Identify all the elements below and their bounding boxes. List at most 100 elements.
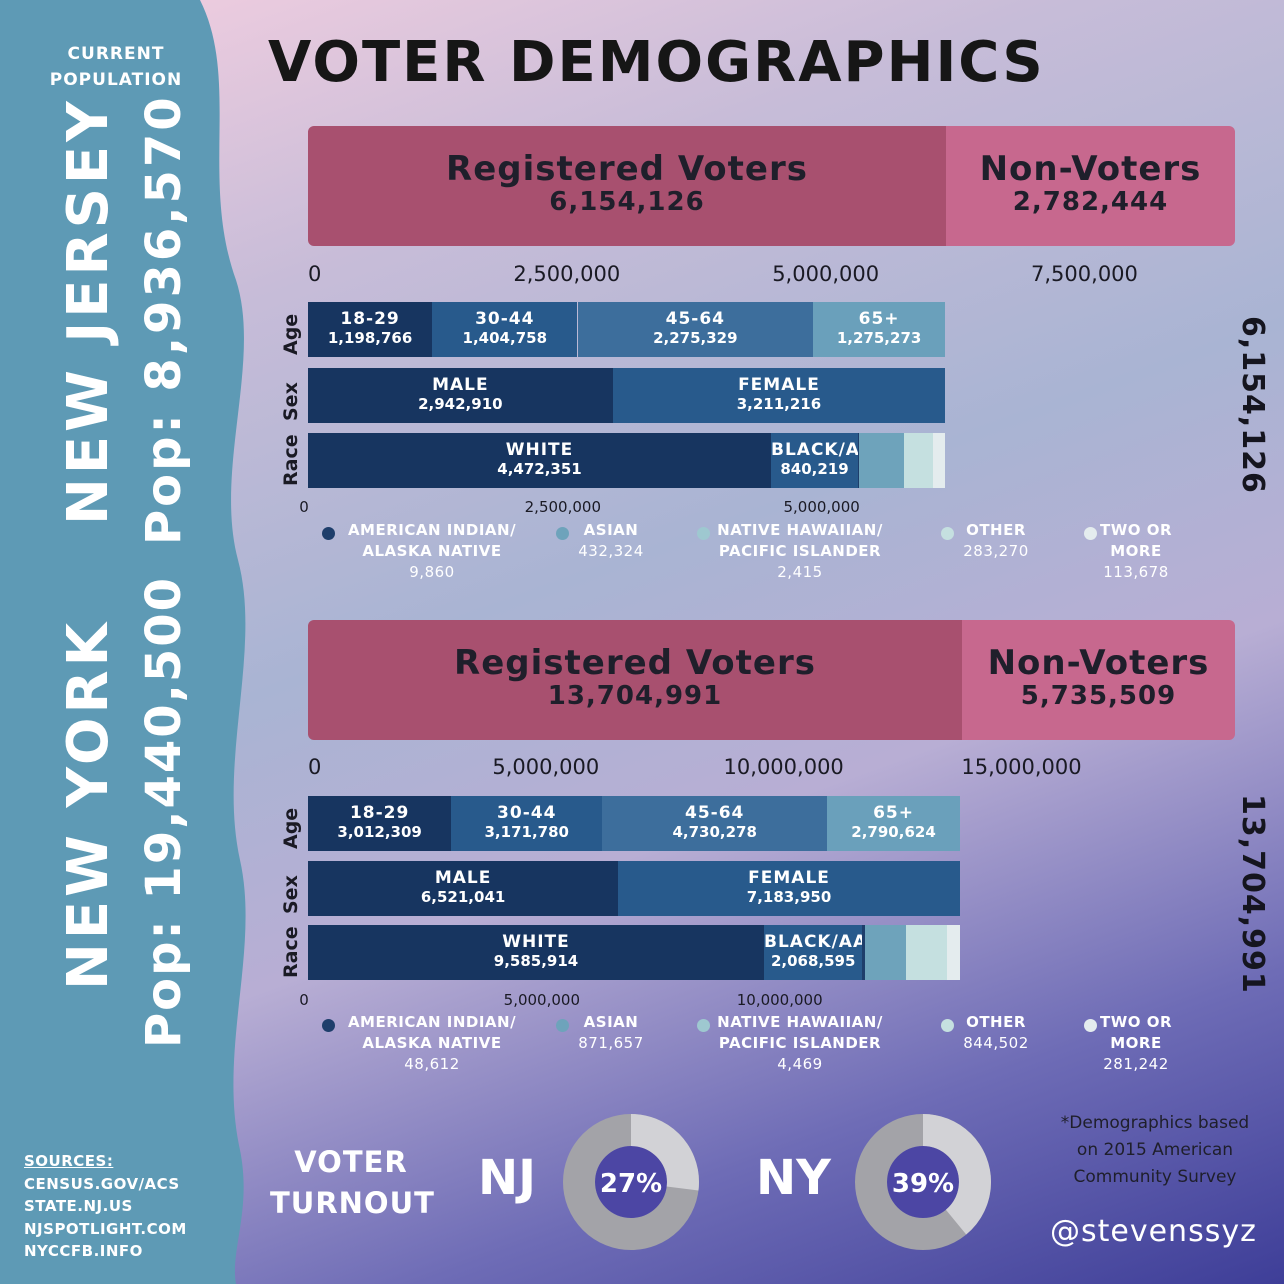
legend-label-line1: TWO OR — [1099, 521, 1173, 539]
age-segment-value: 1,404,758 — [462, 328, 548, 347]
legend-item: NATIVE HAWAIIAN/PACIFIC ISLANDER 2,415 — [700, 520, 900, 583]
turnout-donuts: 27% 39% — [563, 1114, 991, 1250]
donut-percent-label: 27% — [600, 1169, 662, 1199]
age-segment-value: 1,275,273 — [836, 328, 922, 347]
axis-tick-label: 5,000,000 — [503, 991, 580, 1009]
sex-segment-label: MALE — [434, 868, 492, 888]
source-item: NJSPOTLIGHT.COM — [24, 1219, 187, 1238]
turnout-title-line2: TURNOUT — [270, 1185, 435, 1220]
age-segment: 18-29 3,012,309 — [308, 796, 452, 851]
race-segment-value: 4,472,351 — [497, 459, 582, 478]
sidebar-header-line1: CURRENT — [67, 44, 165, 64]
axis-tick-label: 5,000,000 — [492, 755, 600, 779]
sources-label: SOURCES: — [24, 1152, 114, 1170]
non-voters-box: Non-Voters 5,735,509 — [962, 620, 1235, 740]
ny-population: Pop: 19,440,500 — [136, 575, 192, 1048]
legend-item: TWO OR MORE 281,242 — [1036, 1012, 1236, 1075]
race-segment — [933, 433, 946, 488]
age-segment: 65+ 1,275,273 — [813, 302, 946, 357]
sidebar-header-line2: POPULATION — [49, 69, 183, 90]
race-segment: WHITE 4,472,351 — [308, 433, 771, 488]
legend-label-line2: ALASKA NATIVE — [362, 542, 502, 560]
age-segment: 30-44 1,404,758 — [432, 302, 578, 357]
age-segment-label: 45-64 — [665, 309, 725, 329]
footnote: *Demographics based on 2015 American Com… — [1040, 1110, 1270, 1191]
non-voters-count: 2,782,444 — [1012, 187, 1169, 218]
age-segment: 18-29 1,198,766 — [308, 302, 433, 357]
legend-item: ASIAN 432,324 — [511, 520, 711, 562]
legend-label-line1: AMERICAN INDIAN/ — [347, 521, 517, 539]
legend-dot — [556, 527, 569, 540]
legend-label-line1: AMERICAN INDIAN/ — [347, 1013, 517, 1031]
row-label: Race — [280, 434, 302, 486]
donut-percent-label: 39% — [892, 1169, 954, 1199]
source-item: CENSUS.GOV/ACS — [24, 1174, 180, 1193]
axis-tick-label: 7,500,000 — [1031, 262, 1138, 286]
row-label: Age — [280, 313, 302, 355]
axis-tick-label: 5,000,000 — [783, 498, 860, 516]
age-segment-label: 18-29 — [340, 309, 400, 329]
age-segment-label: 65+ — [873, 803, 914, 823]
axis-tick-label: 2,500,000 — [524, 498, 601, 516]
axis-tick-label: 0 — [299, 991, 309, 1009]
age-segment-value: 3,012,309 — [337, 822, 422, 841]
age-segment: 30-44 3,171,780 — [451, 796, 603, 851]
legend-label-line1: ASIAN — [583, 521, 639, 539]
age-segment-label: 30-44 — [475, 309, 535, 329]
legend-item: OTHER 844,502 — [896, 1012, 1096, 1054]
axis-tick-label: 15,000,000 — [961, 755, 1082, 779]
age-segment-value: 3,171,780 — [484, 822, 569, 841]
race-segment-value: 9,585,914 — [493, 951, 579, 970]
race-segment — [858, 433, 859, 488]
legend-dot — [941, 1019, 954, 1032]
ny-turnout-label: NY — [756, 1150, 831, 1206]
sex-segment-label: FEMALE — [738, 375, 820, 395]
sex-segment-value: 7,183,950 — [746, 887, 832, 906]
axis-tick-label: 10,000,000 — [736, 991, 823, 1009]
legend-value: 281,242 — [1103, 1055, 1169, 1073]
legend-dot — [556, 1019, 569, 1032]
donut-turnout-slice — [563, 1114, 699, 1250]
legend-dot — [322, 527, 335, 540]
legend-dot — [697, 1019, 710, 1032]
legend-item: AMERICAN INDIAN/ALASKA NATIVE 9,860 — [332, 520, 532, 583]
legend-dot — [697, 527, 710, 540]
sex-segment-value: 6,521,041 — [420, 887, 506, 906]
registered-voters-count: 6,154,126 — [549, 187, 705, 218]
age-segment: 45-64 4,730,278 — [602, 796, 828, 851]
legend-label-line2: PACIFIC ISLANDER — [718, 542, 882, 560]
sidebar-background — [0, 0, 246, 1284]
race-segment-label: BLACK/AA — [764, 932, 863, 952]
race-segment-label: BLACK/AA — [771, 440, 858, 460]
axis-tick-label: 2,500,000 — [513, 262, 621, 286]
age-segment: 45-64 2,275,329 — [577, 302, 814, 357]
legend-label-line2: MORE — [1110, 1034, 1162, 1052]
race-segment — [859, 433, 904, 488]
sex-segment: FEMALE 3,211,216 — [612, 368, 946, 423]
legend-item: OTHER 283,270 — [896, 520, 1096, 562]
turnout-title: VOTER TURNOUT — [270, 1142, 435, 1223]
social-handle: @stevenssyz — [1050, 1214, 1257, 1249]
sex-segment: FEMALE 7,183,950 — [618, 861, 960, 916]
turnout-title-line1: VOTER — [294, 1145, 408, 1179]
nj-turnout-donut: 27% — [563, 1114, 699, 1250]
legend-label-line1: NATIVE HAWAIIAN/ — [717, 521, 883, 539]
race-segment — [904, 433, 934, 488]
row-label: Sex — [280, 875, 302, 914]
non-voters-label: Non-Voters — [979, 149, 1202, 189]
race-segment-value: 840,219 — [780, 459, 849, 478]
race-segment — [906, 925, 947, 980]
race-segment — [862, 925, 865, 980]
legend-label-line2: PACIFIC ISLANDER — [718, 1034, 882, 1052]
registered-voters-box: Registered Voters 13,704,991 — [308, 620, 962, 740]
sidebar: CURRENT POPULATION NEW JERSEY Pop: 8,936… — [0, 0, 250, 1284]
race-segment-label: WHITE — [502, 932, 570, 952]
age-segment-label: 65+ — [858, 309, 900, 329]
legend-value: 283,270 — [963, 542, 1029, 560]
page-title: VOTER DEMOGRAPHICS — [268, 30, 1045, 95]
legend-value: 432,324 — [578, 542, 644, 560]
registered-voters-count: 13,704,991 — [547, 681, 723, 712]
race-segment — [946, 925, 960, 980]
axis-tick-label: 0 — [308, 262, 322, 286]
